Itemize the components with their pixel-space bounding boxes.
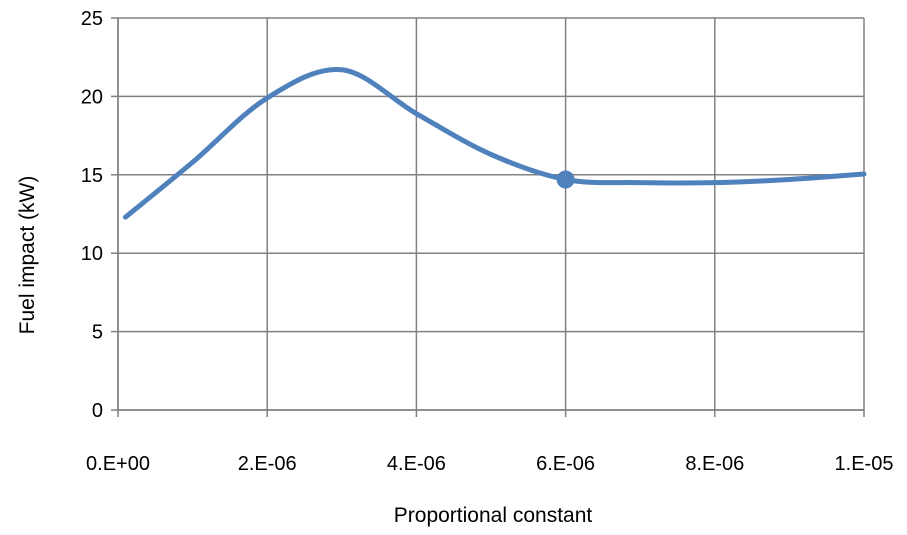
- y-axis-title: Fuel impact (kW): [16, 176, 39, 335]
- x-tick-label: 6.E-06: [536, 453, 595, 475]
- axes: [111, 17, 865, 417]
- highlight-point-marker: [556, 170, 575, 189]
- y-tick-labels: 0 5 10 15 20 25: [81, 8, 103, 422]
- y-tick-label: 0: [92, 400, 103, 422]
- y-tick-label: 20: [81, 86, 103, 108]
- y-tick-label: 25: [81, 8, 103, 30]
- y-tick-label: 5: [92, 322, 103, 344]
- x-tick-label: 2.E-06: [238, 453, 297, 475]
- x-tick-label: 1.E-05: [835, 453, 894, 475]
- x-tick-labels: 0.E+00 2.E-06 4.E-06 6.E-06 8.E-06 1.E-05: [86, 453, 893, 475]
- series-line: [122, 66, 867, 220]
- x-tick-label: 4.E-06: [387, 453, 446, 475]
- x-tick-label: 0.E+00: [86, 453, 150, 475]
- series-layer: [122, 66, 867, 220]
- y-tick-label: 15: [81, 165, 103, 187]
- x-axis-title: Proportional constant: [394, 504, 593, 527]
- x-tick-label: 8.E-06: [685, 453, 744, 475]
- y-tick-label: 10: [81, 243, 103, 265]
